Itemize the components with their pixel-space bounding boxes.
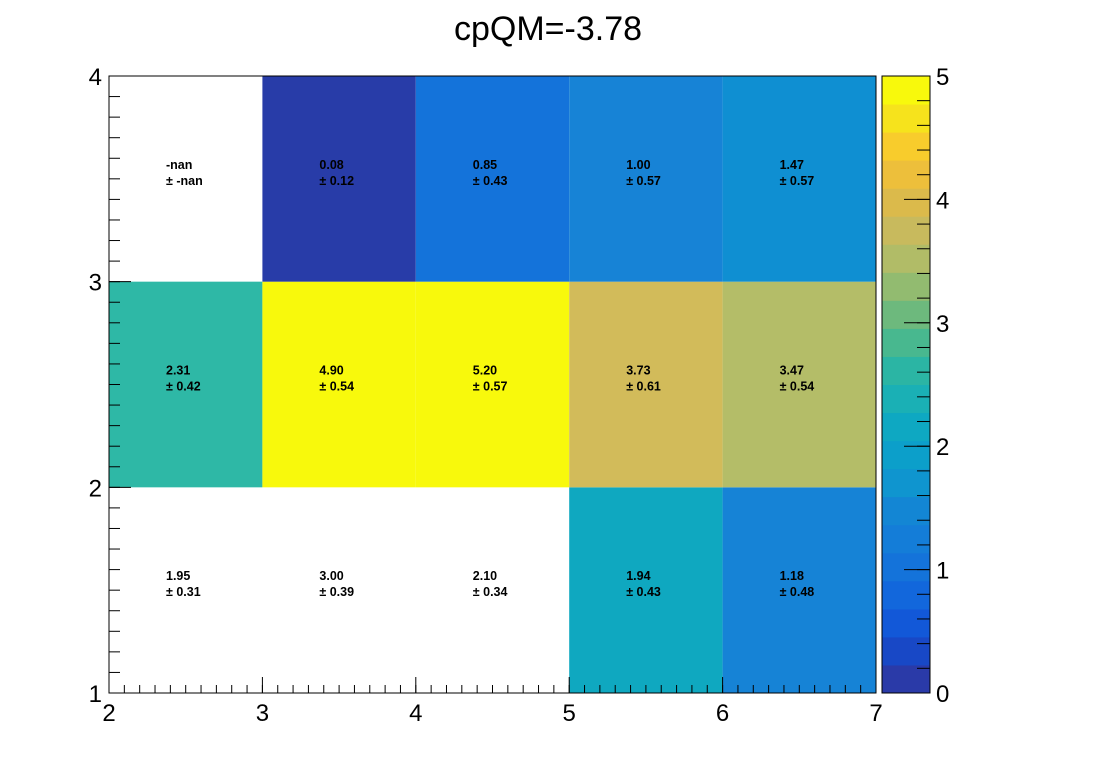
x-tick-label: 3 [256,700,269,727]
colorbar-band [882,76,930,105]
colorbar-band [882,496,930,526]
cell-value-label: 1.00 [626,158,650,172]
cell-error-label: ± 0.39 [319,585,354,599]
heatmap-cell [262,281,416,488]
cell-value-label: 0.85 [473,158,497,172]
y-tick-label: 3 [89,270,102,297]
cell-value-label: 3.47 [780,364,804,378]
colorbar-tick-label: 3 [936,311,949,338]
cell-error-label: ± 0.34 [473,585,508,599]
colorbar: 0 1 2 3 4 5 [881,64,949,708]
colorbar-band [882,580,930,610]
colorbar-band [882,608,930,638]
heatmap-cell [722,76,876,282]
cell-value-label: 2.31 [166,364,190,378]
cell-error-label: ± 0.42 [166,380,201,394]
cell-error-label: ± -nan [166,174,203,188]
colorbar-band [882,524,930,554]
heatmap-cell [569,487,723,693]
colorbar-band [882,356,930,385]
cell-error-label: ± 0.61 [626,380,661,394]
heatmap-cell [415,76,570,282]
cell-value-label: 1.18 [780,569,804,583]
cell-value-label: 0.08 [319,158,343,172]
colorbar-band [882,440,930,470]
colorbar-band [882,412,930,442]
chart-title: cpQM=-3.78 [454,10,642,48]
cell-error-label: ± 0.54 [319,380,354,394]
cell-error-label: ± 0.12 [319,174,354,188]
colorbar-tick-label: 0 [936,681,949,708]
cell-labels: 1.95 ± 0.31 3.00 ± 0.39 2.10 ± 0.34 1.94 ± 0.43… [166,158,814,599]
cell-value-label: 1.47 [780,158,804,172]
x-tick-label: 2 [102,700,115,727]
cell-value-label: 1.94 [626,569,650,583]
heatmap-cell [415,281,570,488]
x-tick-label: 6 [716,700,729,727]
colorbar-band [882,468,930,498]
cell-error-label: ± 0.57 [626,174,661,188]
cell-error-label: ± 0.54 [780,380,815,394]
colorbar-band [882,188,930,217]
heatmap-cell [722,281,876,488]
colorbar-band [882,216,930,245]
colorbar-band [882,104,930,133]
cell-value-label: 2.10 [473,569,497,583]
colorbar-band [882,384,930,414]
colorbar-band [882,328,930,357]
y-tick-label: 4 [89,64,102,91]
cell-error-label: ± 0.48 [780,585,815,599]
colorbar-band [882,272,930,301]
y-tick-label: 2 [89,475,102,502]
cell-value-label: 4.90 [319,364,343,378]
cell-value-label: -nan [166,158,192,172]
y-tick-label: 1 [89,681,102,708]
cell-value-label: 5.20 [473,364,497,378]
x-tick-label: 4 [409,700,422,727]
colorbar-band [882,300,930,329]
colorbar-tick-label: 2 [936,434,949,461]
colorbar-band [882,664,930,694]
colorbar-tick-label: 5 [936,64,949,91]
cell-error-label: ± 0.57 [473,380,508,394]
cell-error-label: ± 0.43 [473,174,508,188]
cell-error-label: ± 0.31 [166,585,201,599]
colorbar-band [882,636,930,666]
cell-value-label: 3.00 [319,569,343,583]
cell-value-label: 3.73 [626,364,650,378]
colorbar-band [882,552,930,582]
heatmap-cells [109,76,876,693]
colorbar-tick-label: 1 [936,558,949,585]
cell-error-label: ± 0.57 [780,174,815,188]
cell-value-label: 1.95 [166,569,190,583]
heatmap-cell [262,76,416,282]
x-tick-label: 7 [869,700,882,727]
heatmap-cell [109,281,263,488]
heatmap-cell [722,487,876,693]
x-tick-label: 5 [563,700,576,727]
colorbar-band [882,132,930,161]
heatmap-cell [569,76,723,282]
cell-error-label: ± 0.43 [626,585,661,599]
heatmap-cell [569,281,723,488]
colorbar-tick-label: 4 [936,187,949,214]
